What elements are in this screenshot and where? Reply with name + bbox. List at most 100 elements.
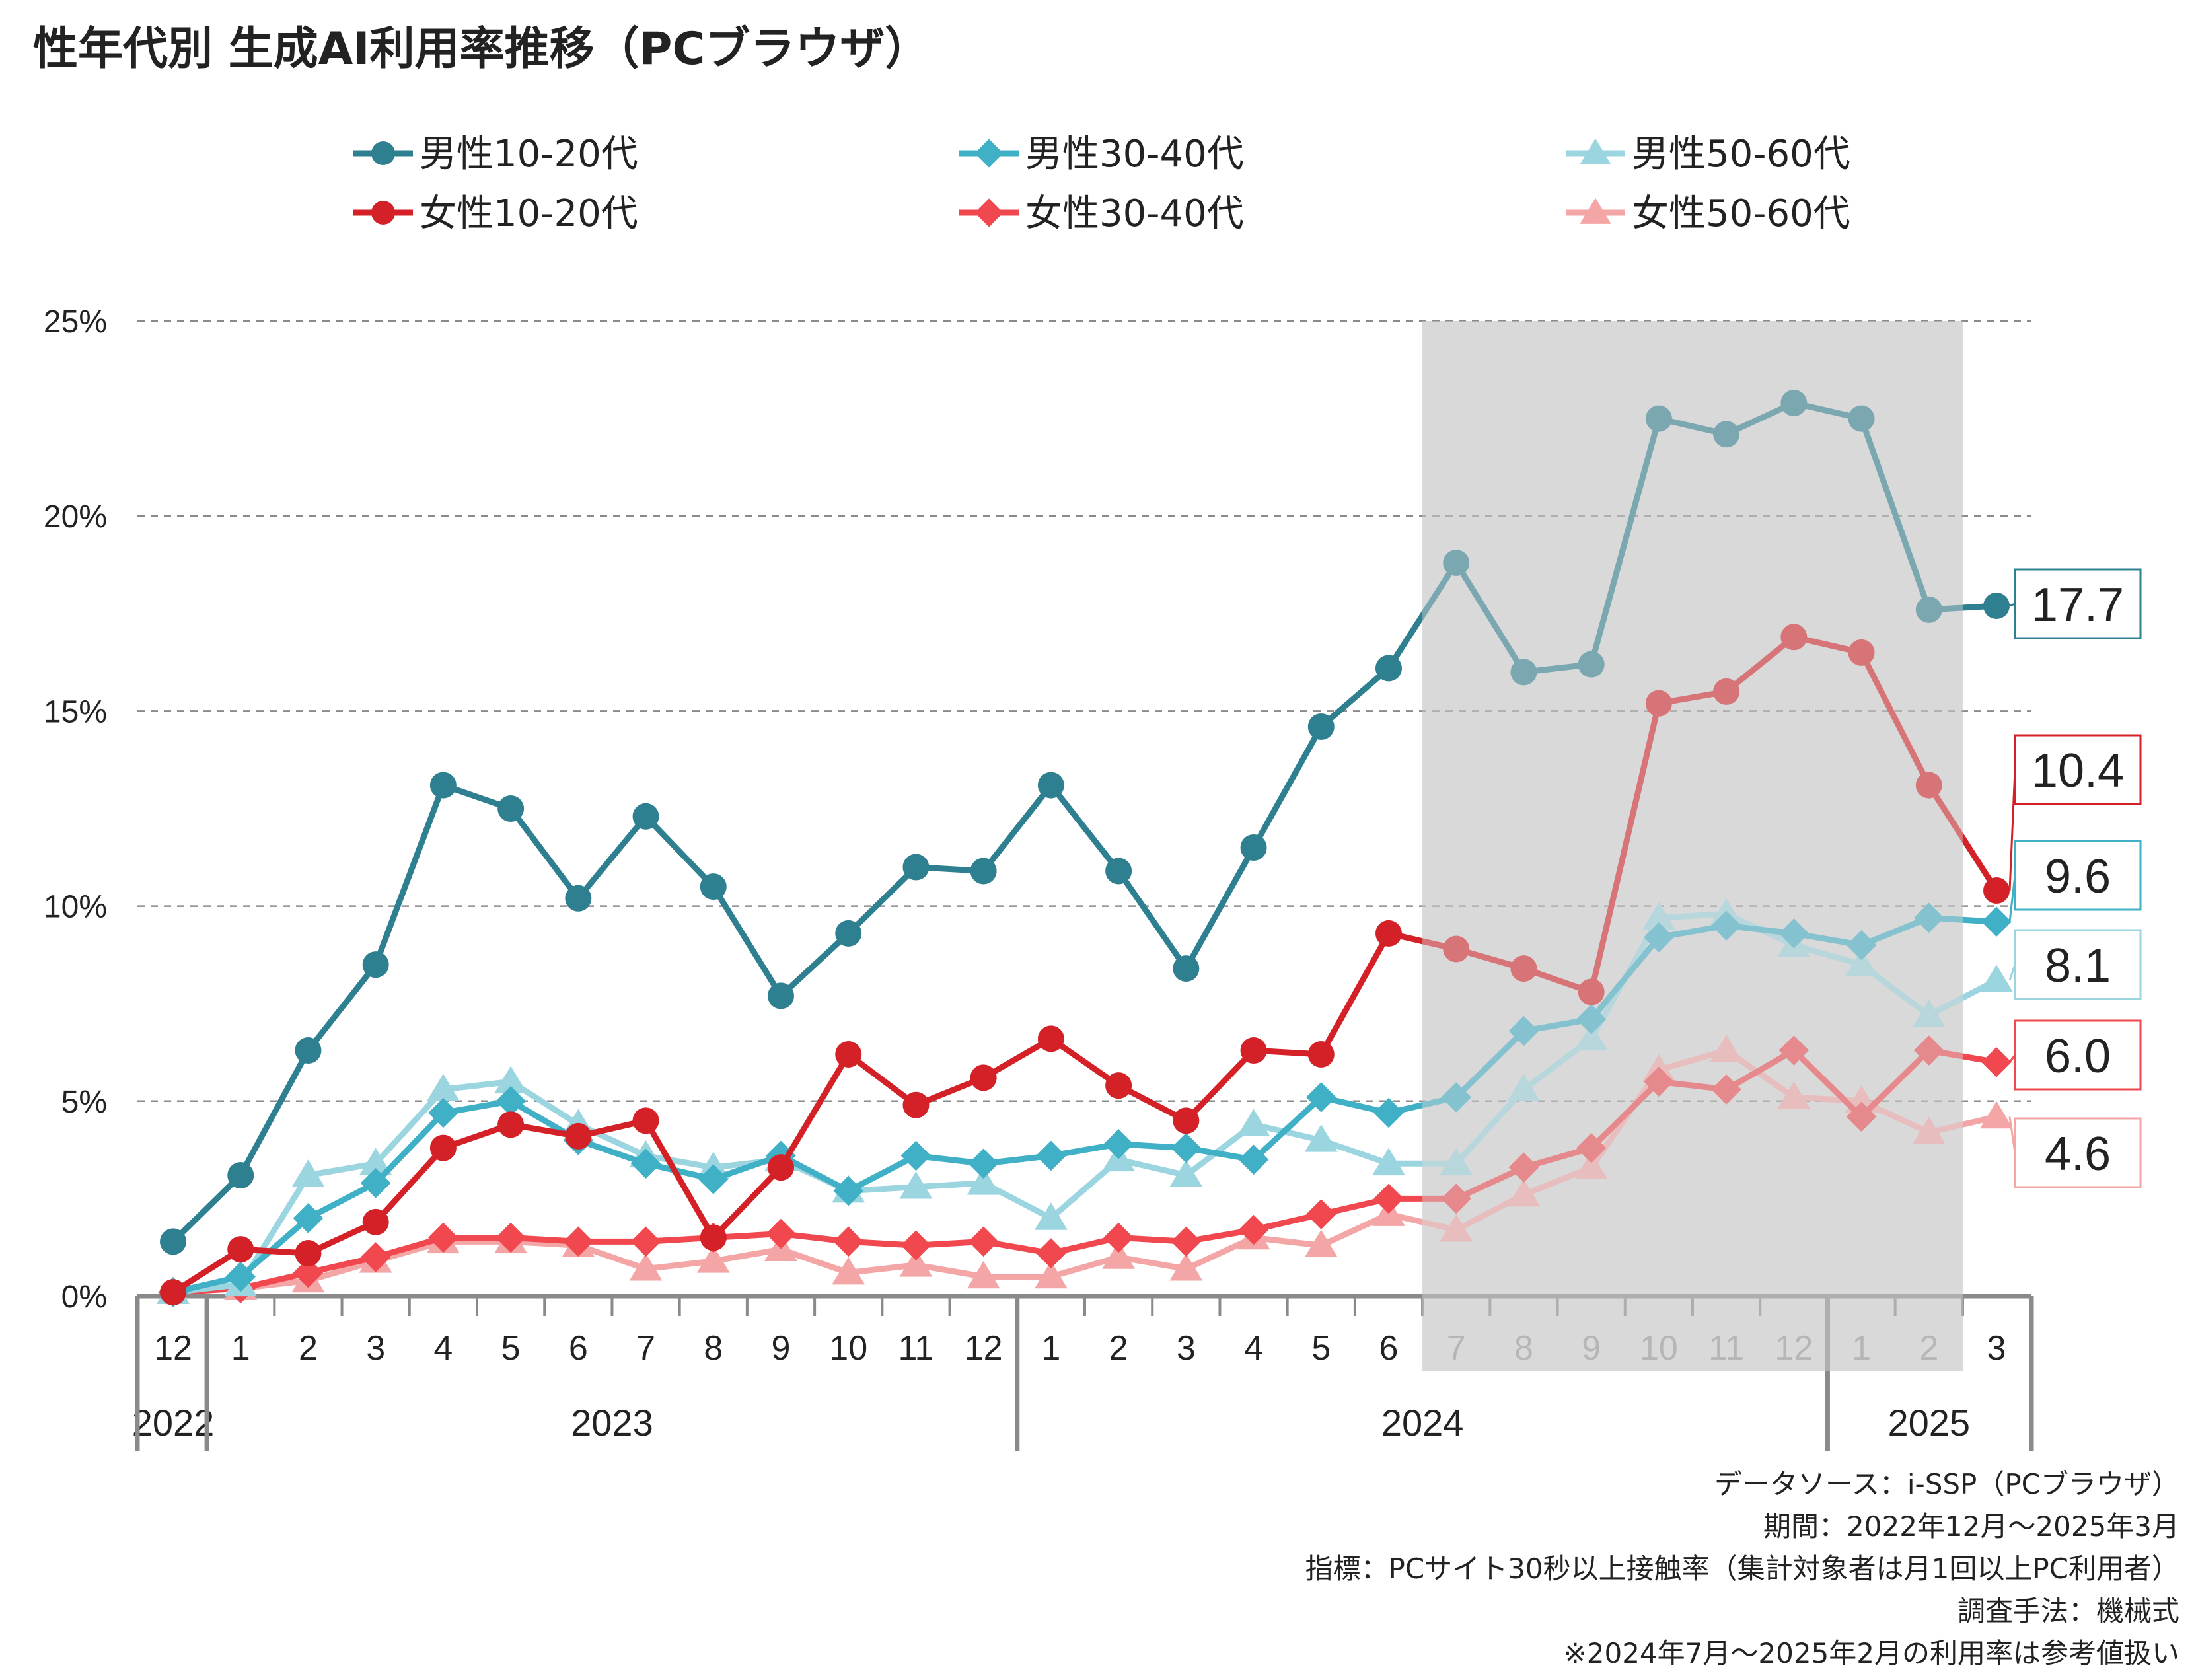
data-point [429, 772, 457, 799]
data-point [360, 1242, 391, 1272]
data-point [1372, 1148, 1405, 1176]
series-0 [160, 389, 2010, 1255]
note-source: データソース：i-SSP（PCブラウザ） [1714, 1468, 2179, 1500]
data-point [835, 920, 862, 947]
data-point [225, 1261, 256, 1292]
x-tick-label: 12 [1774, 1329, 1813, 1368]
x-tick-label: 3 [366, 1329, 385, 1368]
data-point [630, 1226, 661, 1257]
data-point [160, 1228, 186, 1255]
data-point [360, 1167, 391, 1198]
end-label-box [2014, 734, 2142, 805]
chart-notes: データソース：i-SSP（PCブラウザ） 期間：2022年12月～2025年3月… [1305, 1463, 2179, 1675]
year-label: 2022 [132, 1402, 215, 1443]
series-line [170, 400, 1997, 1244]
data-point [1171, 1226, 1202, 1257]
data-point [494, 1066, 528, 1094]
legend-label: 男性10-20代 [420, 133, 638, 176]
x-tick-label: 1 [1041, 1329, 1060, 1368]
data-point [1373, 1097, 1404, 1128]
data-point [565, 1122, 592, 1150]
legend-item: 女性10-20代 [353, 192, 638, 235]
x-tick-label: 2 [299, 1329, 318, 1368]
legend-label: 男性30-40代 [1025, 133, 1244, 176]
data-point [968, 1226, 999, 1257]
end-label-box [2014, 1019, 2142, 1091]
x-tick-label: 7 [1447, 1329, 1466, 1368]
data-point [1105, 1072, 1132, 1099]
data-point [1440, 1148, 1473, 1176]
data-point [766, 1218, 796, 1249]
year-label: 2025 [1887, 1402, 1970, 1443]
data-point [1375, 920, 1402, 947]
data-point [1034, 1202, 1068, 1230]
note-period: 期間：2022年12月～2025年3月 [1763, 1510, 2179, 1543]
data-point [563, 1226, 594, 1257]
data-point [1915, 596, 1942, 623]
legend-item: 男性50-60代 [1566, 133, 1850, 176]
x-tick-label: 11 [1708, 1329, 1744, 1368]
data-point [295, 1037, 322, 1064]
data-point [900, 1230, 932, 1261]
y-tick-label: 15% [44, 694, 107, 729]
data-point [1574, 1023, 1608, 1051]
data-point [1981, 906, 2012, 937]
x-tick-label: 2 [1919, 1329, 1938, 1368]
data-point [1912, 1000, 1946, 1027]
data-point [1034, 1260, 1068, 1289]
data-point [429, 1134, 457, 1161]
end-label-box [2014, 929, 2142, 1000]
data-point [1780, 624, 1808, 651]
data-point [426, 1074, 460, 1101]
data-point [700, 1224, 727, 1251]
data-point [1173, 1107, 1200, 1134]
data-point [362, 951, 389, 978]
data-point [1848, 639, 1875, 666]
data-point [1710, 1035, 1743, 1062]
y-tick-label: 20% [44, 499, 107, 534]
end-label-value: 8.1 [2045, 939, 2111, 992]
data-point [1304, 1229, 1338, 1258]
series-4 [158, 1035, 2012, 1307]
data-point [1240, 834, 1267, 861]
data-point [1103, 1128, 1134, 1159]
data-point [1307, 713, 1335, 741]
legend-label: 女性50-60代 [1632, 192, 1850, 235]
legend-item: 女性30-40代 [959, 192, 1244, 235]
data-point [1237, 1109, 1270, 1137]
y-tick-label: 25% [44, 305, 107, 340]
data-point [1645, 405, 1672, 432]
data-point [1103, 1222, 1134, 1253]
x-tick-label: 1 [1852, 1329, 1871, 1368]
data-point [902, 854, 930, 881]
x-tick-label: 3 [1177, 1329, 1196, 1368]
data-point [1171, 1132, 1202, 1163]
data-point [1036, 1140, 1066, 1171]
data-point [1304, 1124, 1338, 1152]
data-point [696, 1245, 730, 1273]
data-point [1912, 1116, 1946, 1144]
x-tick-label: 11 [898, 1329, 933, 1368]
legend-item: 男性30-40代 [959, 133, 1244, 176]
data-point [1510, 659, 1537, 686]
data-point [968, 1148, 999, 1179]
data-point [768, 1154, 794, 1181]
data-point [1848, 405, 1875, 432]
data-point [970, 1064, 997, 1091]
data-point [1037, 1025, 1064, 1052]
data-point [1983, 877, 2010, 904]
x-tick-label: 12 [154, 1329, 192, 1368]
data-point [1238, 1144, 1269, 1175]
legend-item: 男性10-20代 [353, 133, 638, 176]
data-point [1980, 1101, 2013, 1129]
x-tick-label: 5 [501, 1329, 521, 1368]
reference-period-overlay [1422, 321, 1963, 1371]
data-point [899, 1249, 933, 1277]
data-point [899, 1171, 933, 1199]
x-tick-label: 8 [1514, 1329, 1533, 1368]
data-point [362, 1208, 389, 1235]
data-point [428, 1097, 458, 1128]
data-point [1574, 1151, 1608, 1179]
data-point [1102, 1241, 1136, 1269]
